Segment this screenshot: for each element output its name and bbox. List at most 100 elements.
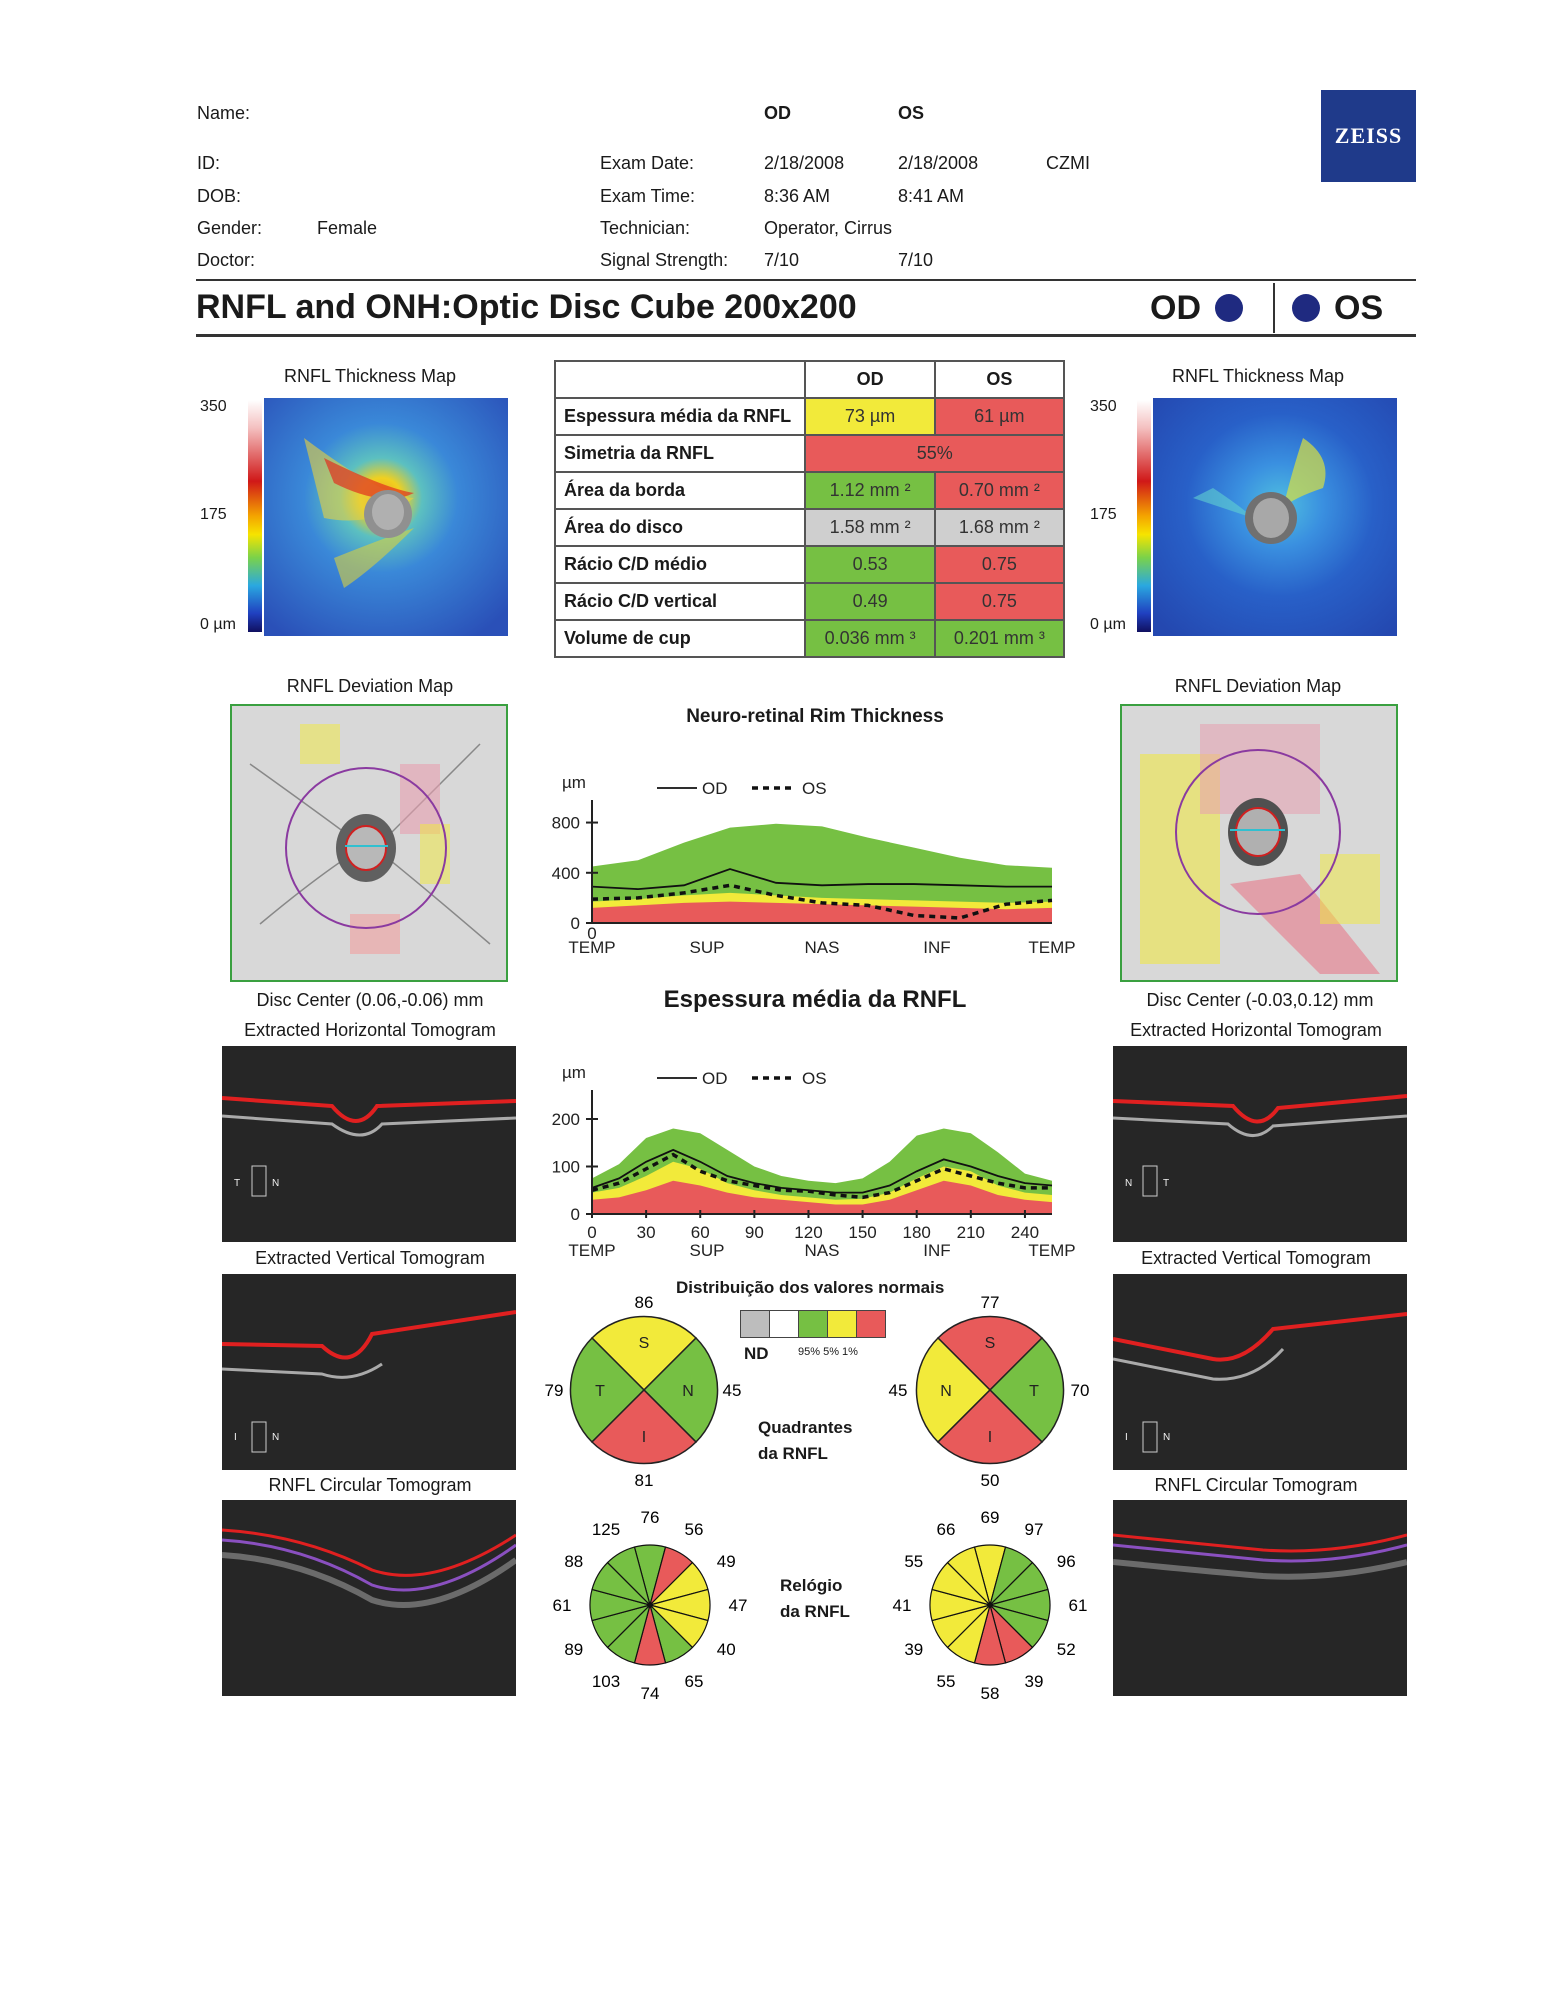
title-rule-bottom [196,334,1416,337]
os-scale-mid: 175 [1090,506,1117,523]
od-v-mark-left: I [234,1432,237,1443]
technician-label: Technician: [600,218,691,238]
od-vertical-tomogram-title: Extracted Vertical Tomogram [255,1248,485,1268]
legend-os-label: OS [802,779,827,798]
od-clock-value: 88 [564,1552,583,1571]
od-clock-value: 49 [717,1552,736,1571]
metric-od-value: 1.12 mm ² [804,471,936,510]
od-scale-max: 350 [200,398,227,415]
os-clock-value: 69 [981,1508,1000,1527]
zeiss-logo-text: ZEISS [1334,123,1403,148]
od-quadrant-chart: 86 79 45 81 S T N I [545,1293,742,1490]
od-clock-sector [606,1546,652,1608]
metric-label: Área da borda [553,471,807,510]
od-quad-letter-i: I [642,1429,646,1446]
os-clock-value: 41 [893,1596,912,1615]
metrics-row-cup-volume: Volume de cup 0.036 mm ³ 0.201 mm ³ [553,619,1066,658]
x-tick-label: SUP [690,938,725,957]
od-deviation-map [230,704,508,982]
eye-os-indicator: OS [1292,288,1383,328]
y-tick-label: 0 [571,1205,580,1224]
os-color-scale-bar [1137,400,1151,632]
x-region-label: TEMP [1028,1241,1075,1260]
od-circular-tomogram [222,1500,516,1696]
x-region-label: SUP [690,1241,725,1260]
metric-od-value: 0.49 [804,582,936,621]
signal-od: 7/10 [764,250,800,270]
os-clock-chart: 69 97 96 61 52 39 58 55 39 41 55 66 [893,1508,1088,1703]
swatch-nd [741,1311,770,1337]
gender-label: Gender: [197,218,263,238]
od-vertical-tomogram: I N [222,1274,516,1470]
eye-divider [1273,283,1275,333]
os-v-mark-left: I [1125,1432,1128,1443]
dob-label: DOB: [197,186,242,206]
metric-od-value: 1.58 mm ² [804,508,936,547]
os-quad-right-value: 70 [1071,1381,1090,1400]
od-v-mark-right: N [272,1432,279,1443]
swatch-yellow [828,1311,857,1337]
y-axis-unit: µm [562,1063,586,1082]
metrics-row-disc-area: Área do disco 1.58 mm ² 1.68 mm ² [553,508,1066,547]
metric-os-value: 0.70 mm ² [933,471,1066,510]
os-quad-top-value: 77 [981,1293,1000,1312]
os-dot-icon [1292,294,1320,322]
os-clock-sector [946,1546,992,1608]
os-scale-min: 0 µm [1090,616,1126,633]
metric-os-value: 0.201 mm ³ [933,619,1066,658]
rim-chart-title: Neuro-retinal Rim Thickness [686,706,944,727]
os-h-mark-right: T [1163,1178,1169,1189]
od-clock-center [647,1602,653,1608]
metric-od-value: 0.036 mm ³ [804,619,936,658]
os-quad-letter-n: N [940,1383,952,1400]
x-tick-label: 150 [848,1223,876,1242]
os-vertical-tomogram-title: Extracted Vertical Tomogram [1141,1248,1371,1268]
metric-symmetry-value: 55% [804,434,1065,473]
legend-os-label: OS [802,1069,827,1088]
metric-label: Área do disco [553,508,807,547]
od-horizontal-tomogram-title: Extracted Horizontal Tomogram [244,1020,496,1040]
os-clock-value: 39 [1025,1672,1044,1691]
metrics-row-vertical-cd: Rácio C/D vertical 0.49 0.75 [553,582,1066,621]
header-col-os: OS [898,103,925,123]
metrics-row-avg-cd: Rácio C/D médio 0.53 0.75 [553,545,1066,584]
os-quad-letter-s: S [985,1335,996,1352]
od-horizontal-tomogram: T N [222,1046,516,1242]
od-h-mark-left: T [234,1178,240,1189]
os-clock-value: 61 [1069,1596,1088,1615]
signal-os: 7/10 [898,250,934,270]
os-circular-tomogram-title: RNFL Circular Tomogram [1154,1475,1358,1495]
doctor-label: Doctor: [197,250,256,270]
od-clock-value: 40 [717,1640,736,1659]
od-quad-bottom-value: 81 [635,1471,654,1490]
swatch-white [770,1311,799,1337]
od-clock-value: 89 [564,1640,583,1659]
name-label: Name: [197,103,251,123]
os-clock-value: 58 [981,1684,1000,1703]
exam-time-label: Exam Time: [600,186,696,206]
os-scale-max: 350 [1090,398,1117,415]
x-region-label: NAS [805,1241,840,1260]
zeiss-logo: ZEISS [1321,90,1416,182]
od-quad-right-value: 45 [723,1381,742,1400]
normal-distribution-title: Distribuição dos valores normais [676,1278,945,1297]
report-title: RNFL and ONH:Optic Disc Cube 200x200 [196,288,857,326]
od-scale-min: 0 µm [200,616,236,633]
od-h-mark-right: N [272,1178,279,1189]
eye-os-label: OS [1334,288,1384,327]
od-deviation-map-title: RNFL Deviation Map [286,676,454,696]
series-line-os [591,883,1053,920]
y-tick-label: 800 [552,814,580,833]
metric-label: Simetria da RNFL [553,434,807,473]
os-vertical-tomogram: I N [1113,1274,1407,1470]
x-region-label: TEMP [568,1241,615,1260]
metrics-header-blank [553,360,807,399]
metric-od-value: 73 µm [804,397,936,436]
clock-label-1: Relógio [780,1576,843,1595]
exam-date-os: 2/18/2008 [898,153,979,173]
x-tick-label: 0 [587,1223,596,1242]
os-horizontal-tomogram-title: Extracted Horizontal Tomogram [1130,1020,1382,1040]
x-tick-label: TEMP [568,938,615,957]
